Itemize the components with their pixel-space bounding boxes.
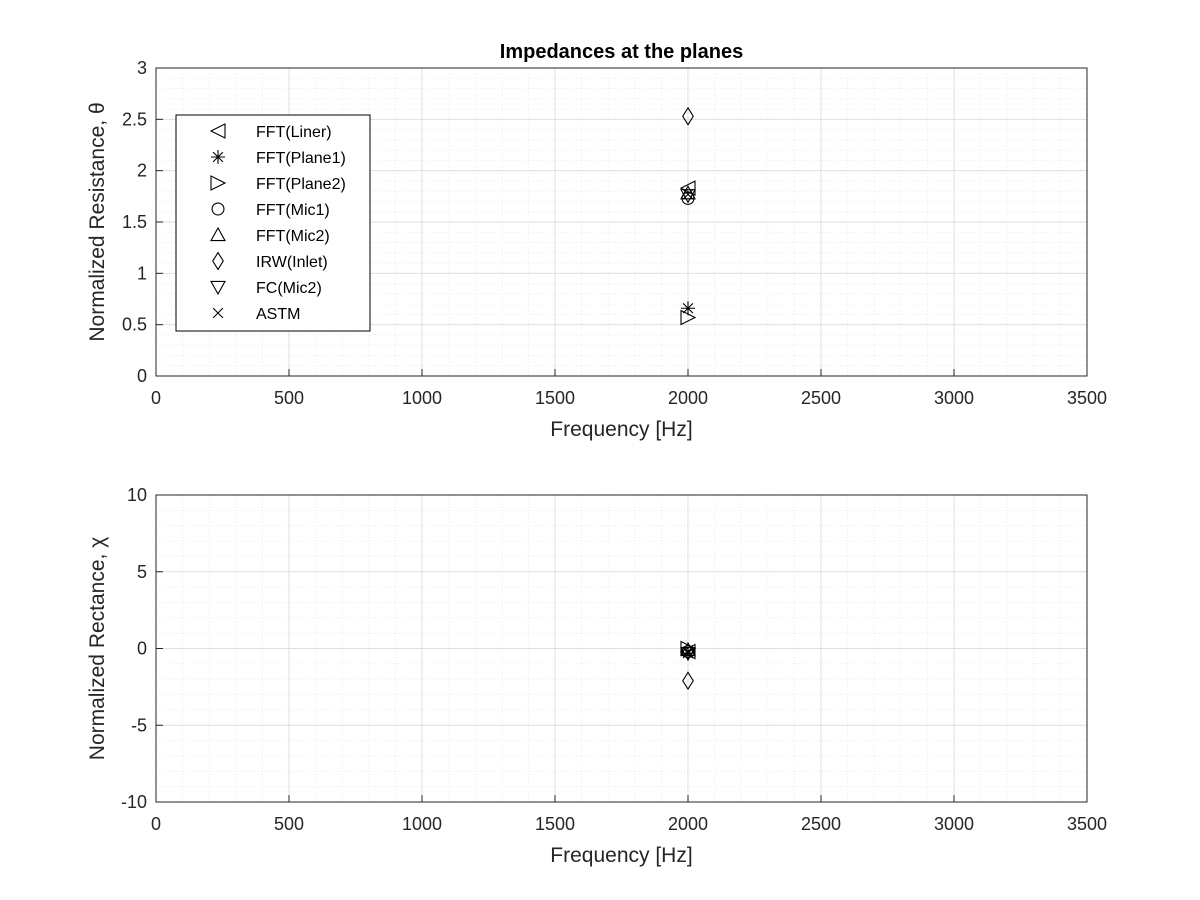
x-tick-label: 3000 <box>934 388 974 408</box>
y-tick-label: 3 <box>137 58 147 78</box>
chart-title: Impedances at the planes <box>500 41 743 63</box>
x-tick-label: 2500 <box>801 388 841 408</box>
x-tick-label: 2000 <box>668 814 708 834</box>
legend-label: FFT(Mic1) <box>256 202 330 219</box>
data-point-triangle-left <box>679 180 696 197</box>
legend-marker-diamond <box>212 251 224 271</box>
legend-item: FFT(Mic2) <box>210 226 330 245</box>
reactance-markers <box>679 640 697 691</box>
data-point-x <box>682 646 694 657</box>
x-tick-label: 0 <box>151 814 161 834</box>
legend-label: FFT(Liner) <box>256 124 332 141</box>
legend-marker-x <box>212 307 224 319</box>
data-point-triangle-right <box>680 309 697 326</box>
legend-marker-triangle-up <box>210 226 226 242</box>
y-tick-label: 0.5 <box>122 315 147 335</box>
x-tick-label: 500 <box>274 814 304 834</box>
legend-label: FC(Mic2) <box>256 280 322 297</box>
legend-item: FFT(Mic1) <box>211 202 330 219</box>
legend-item: IRW(Inlet) <box>212 251 328 271</box>
legend-item: FFT(Plane1) <box>211 150 346 167</box>
legend-box <box>175 114 371 332</box>
y-tick-label: -5 <box>131 715 147 735</box>
data-point-triangle-up <box>680 185 696 200</box>
resistance-ticks: 0 500 1000 1500 2000 2500 3000 3500 0 0.5 1 1.5 2 2.5… <box>122 58 1107 408</box>
legend-label: IRW(Inlet) <box>256 254 328 271</box>
data-point-triangle-up <box>680 641 696 657</box>
data-point-triangle-down <box>680 189 696 204</box>
resistance-y-axis-label: Normalized Resistance, θ <box>86 102 109 341</box>
data-point-triangle-down <box>680 646 696 662</box>
legend-label: FFT(Plane2) <box>256 176 346 193</box>
x-tick-label: 2500 <box>801 814 841 834</box>
reactance-x-axis-label: Frequency [Hz] <box>550 844 692 867</box>
legend-marker-circle <box>211 202 225 216</box>
resistance-axes: 0 500 1000 1500 2000 2500 3000 3500 0 0.5 1 1.5 2 2.5… <box>86 41 1107 441</box>
legend-item: FFT(Liner) <box>209 123 332 141</box>
reactance-ticks: 0 500 1000 1500 2000 2500 3000 3500 -10 -5 0 5 10 <box>121 485 1107 834</box>
x-tick-label: 2000 <box>668 388 708 408</box>
data-point-diamond <box>682 671 694 691</box>
y-tick-label: 2.5 <box>122 109 147 129</box>
x-tick-label: 1000 <box>402 388 442 408</box>
data-point-asterisk <box>681 646 695 661</box>
resistance-x-axis-label: Frequency [Hz] <box>550 418 692 441</box>
y-tick-label: 5 <box>137 562 147 582</box>
x-tick-label: 1000 <box>402 814 442 834</box>
reactance-y-axis-label: Normalized Rectance, χ <box>86 537 109 760</box>
legend-marker-triangle-down <box>210 280 226 296</box>
x-tick-label: 3500 <box>1067 814 1107 834</box>
legend-item: FFT(Plane2) <box>210 175 346 193</box>
y-tick-label: 0 <box>137 366 147 386</box>
legend-label: ASTM <box>256 306 300 323</box>
x-tick-label: 500 <box>274 388 304 408</box>
legend-label: FFT(Plane1) <box>256 150 346 167</box>
y-tick-label: 10 <box>127 485 147 505</box>
data-point-asterisk <box>681 301 695 316</box>
y-tick-label: 1 <box>137 263 147 283</box>
y-tick-label: 1.5 <box>122 212 147 232</box>
x-tick-label: 3500 <box>1067 388 1107 408</box>
x-tick-label: 0 <box>151 388 161 408</box>
y-tick-label: -10 <box>121 792 147 812</box>
x-tick-label: 1500 <box>535 388 575 408</box>
legend-label: FFT(Mic2) <box>256 228 330 245</box>
x-tick-label: 1500 <box>535 814 575 834</box>
legend-marker-asterisk <box>211 150 225 164</box>
data-point-x <box>682 188 694 200</box>
y-tick-label: 0 <box>137 639 147 659</box>
resistance-markers <box>679 106 697 326</box>
reactance-axes-box <box>155 494 1088 803</box>
legend-item: FC(Mic2) <box>210 280 322 297</box>
legend: FFT(Liner) FFT(Plane1) FFT(Plane2) FFT(Mic1… <box>175 114 371 332</box>
legend-marker-triangle-left <box>209 123 226 139</box>
x-tick-label: 3000 <box>934 814 974 834</box>
legend-marker-triangle-right <box>210 175 227 191</box>
reactance-axes: 0 500 1000 1500 2000 2500 3000 3500 -10 -5 0 5 10 Fr… <box>86 485 1107 867</box>
data-point-diamond <box>682 106 694 126</box>
resistance-axes-box <box>155 67 1088 377</box>
data-point-circle <box>681 645 695 659</box>
y-tick-label: 2 <box>137 161 147 181</box>
legend-item: ASTM <box>212 306 300 323</box>
